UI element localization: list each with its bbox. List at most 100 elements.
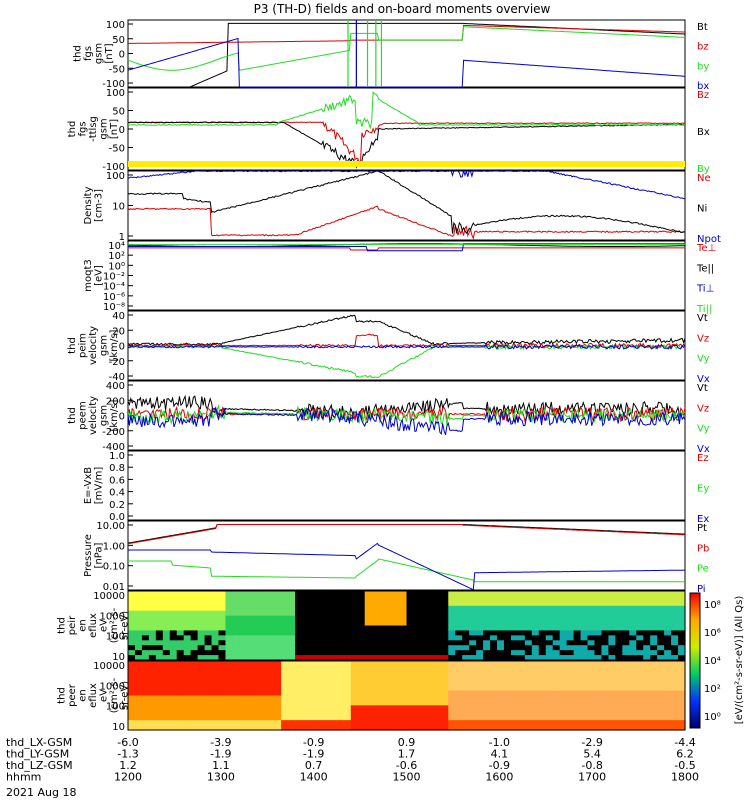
heatmap-cell — [169, 655, 178, 661]
heatmap-cell — [503, 710, 512, 716]
heatmap-cell — [413, 645, 422, 651]
heatmap-cell — [253, 695, 261, 702]
heatmap-cell — [615, 645, 623, 651]
heatmap-cell — [469, 595, 477, 602]
heatmap-cell — [239, 655, 247, 661]
heatmap-cell — [490, 615, 498, 622]
heatmap-cell — [204, 700, 213, 706]
heatmap-cell — [378, 720, 387, 726]
heatmap-cell — [566, 710, 575, 716]
heatmap-cell — [232, 720, 240, 726]
heatmap-cell — [211, 670, 220, 677]
heatmap-cell — [497, 610, 505, 617]
heatmap-cell — [322, 661, 331, 667]
heatmap-cell — [455, 635, 463, 641]
heatmap-cell — [490, 710, 498, 716]
heatmap-cell — [357, 665, 366, 672]
heatmap-cell — [392, 720, 401, 726]
heatmap-cell — [148, 675, 157, 682]
heatmap-cell — [531, 650, 540, 656]
heatmap-cell — [141, 690, 150, 697]
heatmap-cell — [295, 625, 303, 632]
heatmap-cell — [643, 700, 651, 706]
heatmap-cell — [197, 680, 206, 687]
heatmap-cell — [295, 670, 303, 677]
heatmap-cell — [629, 600, 637, 607]
heatmap-cell — [517, 700, 526, 706]
heatmap-cell — [204, 665, 213, 672]
heatmap-cell — [671, 715, 679, 721]
heatmap-cell — [378, 620, 387, 627]
heatmap-cell — [141, 705, 150, 711]
heatmap-cell — [664, 685, 672, 692]
heatmap-cell — [587, 625, 596, 632]
legend-vx: Vx — [697, 374, 710, 385]
heatmap-cell — [517, 670, 526, 677]
heatmap-cell — [664, 650, 672, 656]
xaxis-value: 1400 — [300, 771, 328, 784]
heatmap-cell — [538, 720, 547, 726]
heatmap-cell — [622, 635, 630, 641]
heatmap-cell — [420, 695, 428, 702]
heatmap-cell — [371, 690, 380, 697]
heatmap-cell — [288, 685, 296, 692]
heatmap-cell — [267, 635, 275, 641]
heatmap-cell — [399, 675, 408, 682]
legend-te: Te⊥ — [696, 243, 716, 254]
heatmap-cell — [183, 650, 192, 656]
series-line-bz — [128, 24, 685, 44]
heatmap-cell — [497, 690, 505, 697]
heatmap-cell — [448, 680, 456, 687]
heatmap-cell — [462, 625, 470, 632]
heatmap-cell — [232, 640, 240, 646]
heatmap-cell — [552, 720, 561, 726]
heatmap-cell — [664, 680, 672, 687]
heatmap-cell — [190, 680, 199, 687]
heatmap-cell — [246, 591, 254, 597]
heatmap-cell — [462, 650, 470, 656]
series-line-pb — [128, 524, 685, 545]
heatmap-cell — [253, 680, 261, 687]
heatmap-cell — [427, 700, 435, 706]
heatmap-cell — [176, 725, 185, 731]
heatmap-cell — [357, 690, 366, 697]
heatmap-cell — [239, 595, 247, 602]
heatmap-cell — [309, 645, 317, 651]
heatmap-cell — [176, 705, 185, 711]
heatmap-cell — [357, 595, 366, 602]
heatmap-cell — [357, 615, 366, 622]
heatmap-cell — [559, 661, 568, 667]
heatmap-cell — [503, 690, 512, 697]
heatmap-cell — [545, 720, 554, 726]
heatmap-cell — [664, 695, 672, 702]
heatmap-cell — [232, 645, 240, 651]
heatmap-cell — [601, 725, 610, 731]
heatmap-cell — [510, 640, 519, 646]
heatmap-cell — [315, 695, 324, 702]
heatmap-cell — [281, 655, 289, 661]
heatmap-cell — [503, 605, 512, 612]
ytick-label: 50 — [112, 35, 125, 46]
heatmap-cell — [169, 630, 178, 636]
heatmap-cell — [322, 610, 331, 617]
heatmap-cell — [343, 591, 352, 597]
heatmap-cell — [134, 650, 143, 656]
heatmap-cell — [608, 605, 616, 612]
heatmap-cell — [155, 710, 164, 716]
heatmap-cell — [469, 605, 477, 612]
heatmap-cell — [204, 690, 213, 697]
heatmap-cell — [510, 720, 519, 726]
heatmap-cell — [643, 650, 651, 656]
heatmap-cell — [434, 700, 442, 706]
heatmap-cell — [503, 650, 512, 656]
heatmap-cell — [455, 615, 463, 622]
heatmap-cell — [434, 675, 442, 682]
heatmap-cell — [399, 710, 408, 716]
heatmap-cell — [204, 600, 213, 607]
heatmap-cell — [364, 710, 373, 716]
heatmap-cell — [343, 690, 352, 697]
heatmap-cell — [267, 715, 275, 721]
heatmap-cell — [315, 700, 324, 706]
heatmap-cell — [253, 630, 261, 636]
heatmap-cell — [510, 695, 519, 702]
